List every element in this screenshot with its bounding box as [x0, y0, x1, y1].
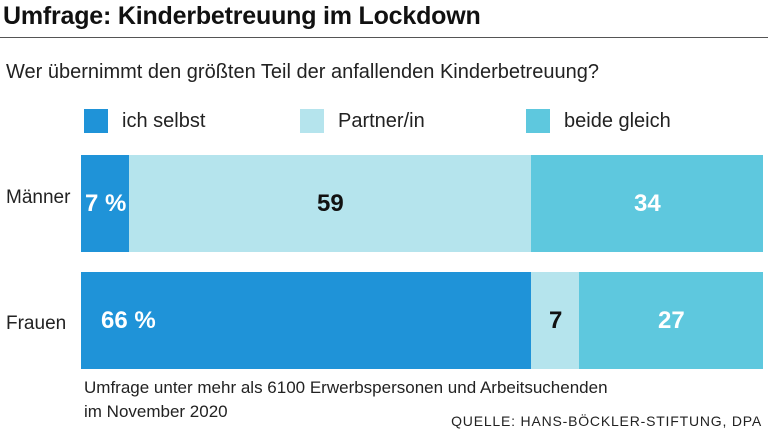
bar-frauen: 66 % 7 27 — [81, 272, 763, 369]
bar-segment-frauen-partner — [531, 272, 579, 369]
data-label-maenner-partner: 59 — [317, 189, 344, 217]
legend-swatch-ich-selbst — [84, 109, 108, 133]
data-label-frauen-beide-gleich: 27 — [658, 306, 685, 334]
source-credit: QUELLE: HANS-BÖCKLER-STIFTUNG, DPA — [451, 413, 762, 429]
legend-label-beide-gleich: beide gleich — [564, 109, 671, 132]
data-label-frauen-ich-selbst: 66 % — [101, 306, 156, 334]
footnote: Umfrage unter mehr als 6100 Erwerbsperso… — [84, 376, 684, 424]
chart-title: Umfrage: Kinderbetreuung im Lockdown — [3, 2, 481, 30]
data-label-maenner-ich-selbst: 7 % — [85, 189, 127, 217]
footnote-line-2: im November 2020 — [84, 402, 228, 421]
legend-label-ich-selbst: ich selbst — [122, 109, 206, 132]
bar-maenner: 7 % 59 34 — [81, 155, 763, 252]
bar-segment-frauen-beide-gleich — [579, 272, 763, 369]
legend-swatch-partner — [300, 109, 324, 133]
title-divider — [0, 37, 768, 38]
bar-segment-maenner-partner — [129, 155, 531, 252]
bar-segment-maenner-beide-gleich — [531, 155, 763, 252]
legend-label-partner: Partner/in — [338, 109, 425, 132]
bar-segment-maenner-ich-selbst — [81, 155, 129, 252]
data-label-maenner-beide-gleich: 34 — [634, 189, 661, 217]
chart-subtitle: Wer übernimmt den größten Teil der anfal… — [6, 61, 599, 83]
row-label-maenner: Männer — [6, 187, 71, 208]
legend-item-partner: Partner/in — [300, 109, 425, 133]
bar-segment-frauen-ich-selbst — [81, 272, 531, 369]
legend-swatch-beide-gleich — [526, 109, 550, 133]
legend-item-beide-gleich: beide gleich — [526, 109, 671, 133]
footnote-line-1: Umfrage unter mehr als 6100 Erwerbsperso… — [84, 378, 608, 397]
legend: ich selbst Partner/in beide gleich — [0, 109, 768, 135]
legend-item-ich-selbst: ich selbst — [84, 109, 205, 133]
row-label-frauen: Frauen — [6, 313, 67, 334]
data-label-frauen-partner: 7 — [549, 306, 563, 334]
